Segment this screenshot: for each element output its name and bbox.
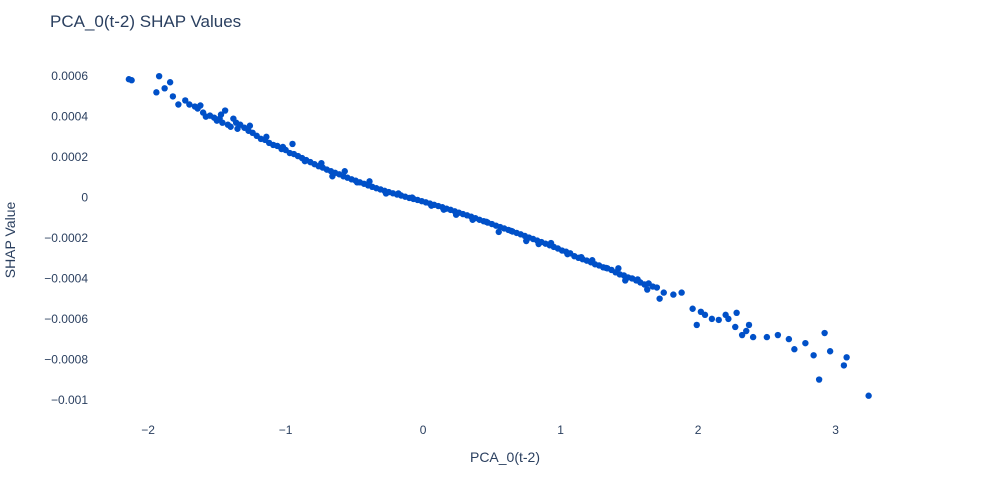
scatter-point <box>802 339 809 347</box>
scatter-point <box>289 140 296 148</box>
y-tick-label: 0.0004 <box>51 110 88 124</box>
scatter-point <box>483 218 490 225</box>
scatter-point <box>469 216 476 223</box>
scatter-point <box>128 77 135 84</box>
y-tick-label: −0.0004 <box>44 271 88 285</box>
x-tick-label: 1 <box>557 423 564 437</box>
scatter-point <box>602 264 610 272</box>
y-tick-label: 0 <box>81 191 88 205</box>
scatter-point <box>382 190 390 197</box>
y-tick-label: −0.0006 <box>44 312 88 326</box>
scatter-point <box>763 333 771 341</box>
scatter-point <box>785 335 793 343</box>
scatter-point <box>615 265 622 272</box>
scatter-point <box>733 309 740 317</box>
scatter-point <box>523 237 530 245</box>
scatter-point <box>234 125 241 132</box>
y-tick-label: 0.0006 <box>51 69 88 83</box>
scatter-point <box>318 159 325 167</box>
scatter-point <box>745 321 753 329</box>
x-tick-label: 3 <box>832 423 839 437</box>
scatter-point <box>840 362 848 369</box>
scatter-point <box>634 276 641 283</box>
scatter-point <box>810 352 817 359</box>
y-tick-label: 0.0002 <box>51 150 88 164</box>
scatter-point <box>644 286 651 293</box>
scatter-point <box>656 295 663 302</box>
x-tick-label: 2 <box>695 423 702 437</box>
scatter-point <box>408 194 416 201</box>
scatter-point <box>263 133 270 141</box>
scatter-point <box>622 277 629 284</box>
scatter-point <box>535 240 542 248</box>
x-axis-title: PCA_0(t-2) <box>470 449 540 465</box>
scatter-point <box>843 354 850 361</box>
scatter-point <box>865 392 872 399</box>
y-tick-label: −0.0008 <box>44 352 88 366</box>
y-axis-title: SHAP Value <box>2 202 18 279</box>
scatter-point <box>547 239 555 247</box>
scatter-point <box>708 315 716 323</box>
scatter-point <box>725 315 732 323</box>
scatter-point <box>821 329 828 337</box>
scatter-point <box>246 122 254 129</box>
scatter-point <box>815 376 823 383</box>
x-axis: −2 −1 0 1 2 3 <box>141 423 839 437</box>
scatter-point <box>169 93 177 100</box>
scatter-point <box>578 253 585 261</box>
scatter-point <box>161 85 168 92</box>
scatter-point <box>495 228 502 236</box>
scatter-point <box>182 97 189 104</box>
scatter-point <box>507 227 515 235</box>
scatter-point <box>153 89 160 96</box>
scatter-point <box>217 111 225 118</box>
scatter-point <box>826 348 834 355</box>
scatter-point <box>715 316 722 324</box>
scatter-point <box>329 173 336 180</box>
x-tick-label: −2 <box>141 423 155 437</box>
scatter-point <box>175 101 182 108</box>
scatter-point <box>366 178 373 185</box>
scatter-point <box>678 289 685 296</box>
scatter-point <box>689 305 696 312</box>
scatter-point <box>452 211 460 218</box>
scatter-point <box>738 331 746 339</box>
scatter-point <box>186 101 193 108</box>
scatter-point <box>301 157 309 165</box>
scatter-point <box>395 190 402 197</box>
scatter-points <box>125 72 872 399</box>
y-tick-label: −0.001 <box>51 393 88 407</box>
scatter-point <box>353 179 361 186</box>
chart-title: PCA_0(t-2) SHAP Values <box>50 12 242 31</box>
scatter-point <box>653 284 661 291</box>
x-tick-label: −1 <box>279 423 293 437</box>
scatter-point <box>279 143 287 151</box>
scatter-point <box>774 331 782 339</box>
scatter-point <box>155 72 163 80</box>
scatter-point <box>166 79 174 86</box>
scatter-point <box>564 250 571 258</box>
x-tick-label: 0 <box>420 423 427 437</box>
scatter-point <box>227 123 234 130</box>
scatter-point <box>791 346 798 353</box>
scatter-point <box>732 323 739 331</box>
scatter-point <box>341 168 348 175</box>
scatter-point <box>701 311 709 319</box>
scatter-point <box>693 321 700 329</box>
scatter-point <box>660 289 667 296</box>
y-axis: 0.0006 0.0004 0.0002 0 −0.0002 −0.0004 −0.0006… <box>44 69 88 407</box>
scatter-point <box>743 327 750 335</box>
scatter-point <box>197 102 204 109</box>
scatter-point <box>749 333 757 341</box>
scatter-point <box>589 257 596 264</box>
scatter-point <box>440 206 447 213</box>
scatter-point <box>219 119 226 126</box>
scatter-point <box>428 202 435 209</box>
y-tick-label: −0.0002 <box>44 231 88 245</box>
scatter-point <box>670 291 677 298</box>
scatter-point <box>221 107 229 114</box>
